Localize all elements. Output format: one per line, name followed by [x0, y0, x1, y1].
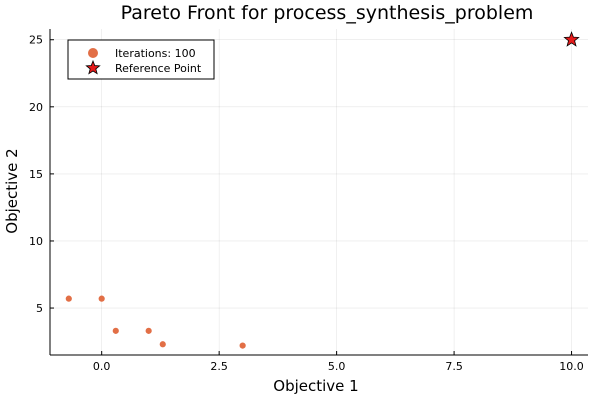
- x-axis-label: Objective 1: [273, 377, 358, 395]
- reference-point-marker: [563, 31, 580, 47]
- legend-label-reference: Reference Point: [115, 62, 202, 75]
- pareto-point: [112, 327, 119, 334]
- legend-label-iterations: Iterations: 100: [115, 47, 196, 60]
- y-tick-label: 25: [29, 34, 43, 47]
- y-tick-label: 5: [36, 302, 43, 315]
- y-axis-label: Objective 2: [3, 148, 21, 233]
- data-points: [65, 31, 580, 349]
- y-grid: [50, 39, 588, 309]
- y-tick-label: 10: [29, 235, 43, 248]
- legend-marker-reference: [85, 59, 101, 75]
- y-axis-ticks: 5 10 15 20 25: [29, 34, 54, 315]
- x-tick-label: 5.0: [328, 360, 346, 373]
- legend-box: [67, 39, 215, 80]
- y-tick-label: 20: [29, 101, 43, 114]
- pareto-point: [65, 295, 72, 302]
- pareto-point: [239, 342, 246, 349]
- legend-marker-iterations: [88, 48, 98, 58]
- x-tick-label: 0.0: [93, 360, 111, 373]
- x-axis-ticks: 0.0 2.5 5.0 7.5 10.0: [93, 351, 584, 373]
- x-tick-label: 10.0: [559, 360, 584, 373]
- pareto-point: [159, 341, 166, 348]
- pareto-point: [98, 295, 105, 302]
- x-tick-label: 2.5: [210, 360, 228, 373]
- pareto-point: [145, 327, 152, 334]
- x-tick-label: 7.5: [445, 360, 463, 373]
- legend: Iterations: 100 Reference Point: [67, 39, 215, 80]
- y-tick-label: 15: [29, 168, 43, 181]
- chart-title: Pareto Front for process_synthesis_probl…: [121, 2, 534, 24]
